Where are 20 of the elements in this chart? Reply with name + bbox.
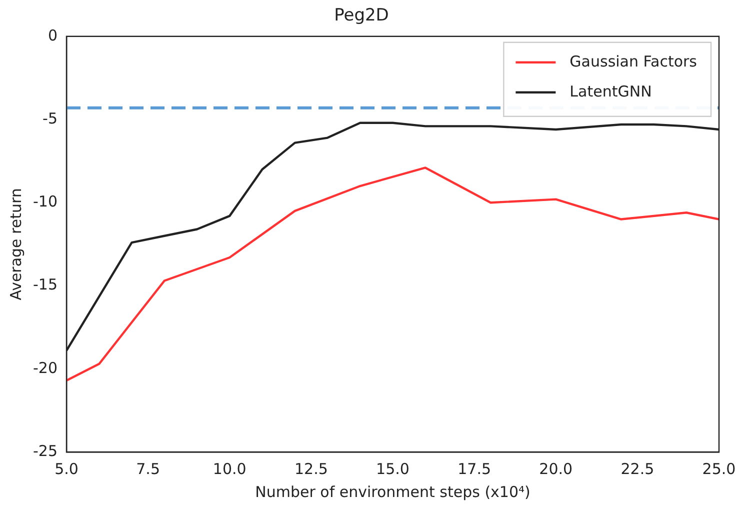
y-tick-label: -10 — [33, 192, 58, 211]
y-tick-label: -5 — [42, 109, 58, 128]
legend-label: Gaussian Factors — [570, 52, 698, 70]
y-tick-label: -15 — [33, 276, 58, 294]
x-tick-label: 12.5 — [294, 460, 328, 478]
x-tick-label: 15.0 — [376, 460, 410, 478]
y-tick-label: 0 — [48, 26, 58, 44]
chart-title: Peg2D — [334, 6, 389, 26]
x-tick-label: 22.5 — [620, 460, 654, 478]
legend-label: LatentGNN — [570, 82, 652, 100]
x-tick-label: 17.5 — [458, 460, 492, 478]
x-tick-label: 5.0 — [54, 460, 78, 478]
x-tick-label: 10.0 — [212, 460, 246, 478]
x-tick-label: 25.0 — [702, 460, 736, 478]
y-axis-title: Average return — [6, 188, 25, 300]
y-tick-label: -25 — [33, 442, 58, 460]
y-tick-label: -20 — [33, 358, 58, 377]
x-tick-label: 7.5 — [136, 460, 160, 478]
x-tick-label: 20.0 — [539, 460, 573, 478]
x-axis-title: Number of environment steps (x10⁴) — [255, 482, 530, 501]
